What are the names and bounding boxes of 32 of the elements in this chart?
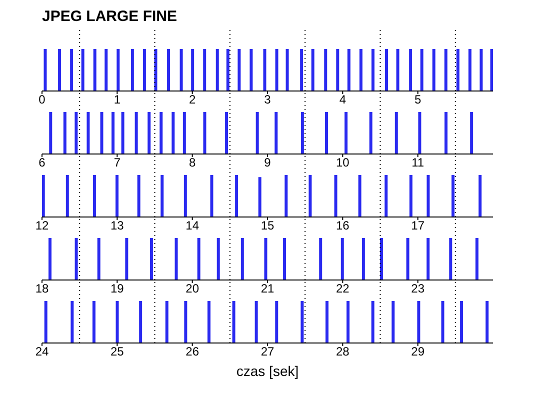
x-tick-label: 13 [110, 218, 124, 233]
x-tick-label: 4 [339, 92, 346, 107]
x-tick-label: 1 [114, 92, 121, 107]
x-tick-label: 14 [186, 218, 200, 233]
x-tick-label: 24 [35, 344, 49, 359]
x-tick-label: 3 [264, 92, 272, 107]
x-tick-label: 12 [35, 218, 49, 233]
x-tick-label: 16 [336, 218, 350, 233]
x-tick-label: 8 [188, 156, 196, 170]
x-tick-label: 20 [186, 282, 200, 296]
x-tick-label: 21 [260, 282, 274, 296]
x-tick-label: 15 [260, 218, 274, 233]
x-tick-label: 28 [336, 344, 350, 359]
x-tick-label: 19 [110, 282, 124, 296]
x-tick-label: 18 [35, 282, 49, 296]
x-tick-label: 27 [260, 344, 274, 359]
x-tick-label: 2 [188, 92, 196, 107]
x-tick-label: 10 [336, 156, 350, 170]
x-axis-title: czas [sek] [235, 363, 300, 379]
x-tick-label: 5 [414, 92, 422, 107]
x-tick-label: 9 [264, 156, 272, 170]
chart-title: JPEG LARGE FINE [42, 8, 178, 26]
x-tick-label: 7 [114, 156, 121, 170]
x-tick-label: 0 [38, 92, 46, 107]
x-tick-label: 23 [411, 282, 425, 296]
x-tick-label: 6 [38, 156, 46, 170]
x-tick-label: 29 [411, 344, 425, 359]
x-tick-label: 26 [186, 344, 200, 359]
x-tick-label: 22 [336, 282, 350, 296]
x-tick-label: 17 [411, 218, 425, 233]
x-tick-label: 25 [110, 344, 124, 359]
x-tick-label: 11 [412, 156, 424, 170]
